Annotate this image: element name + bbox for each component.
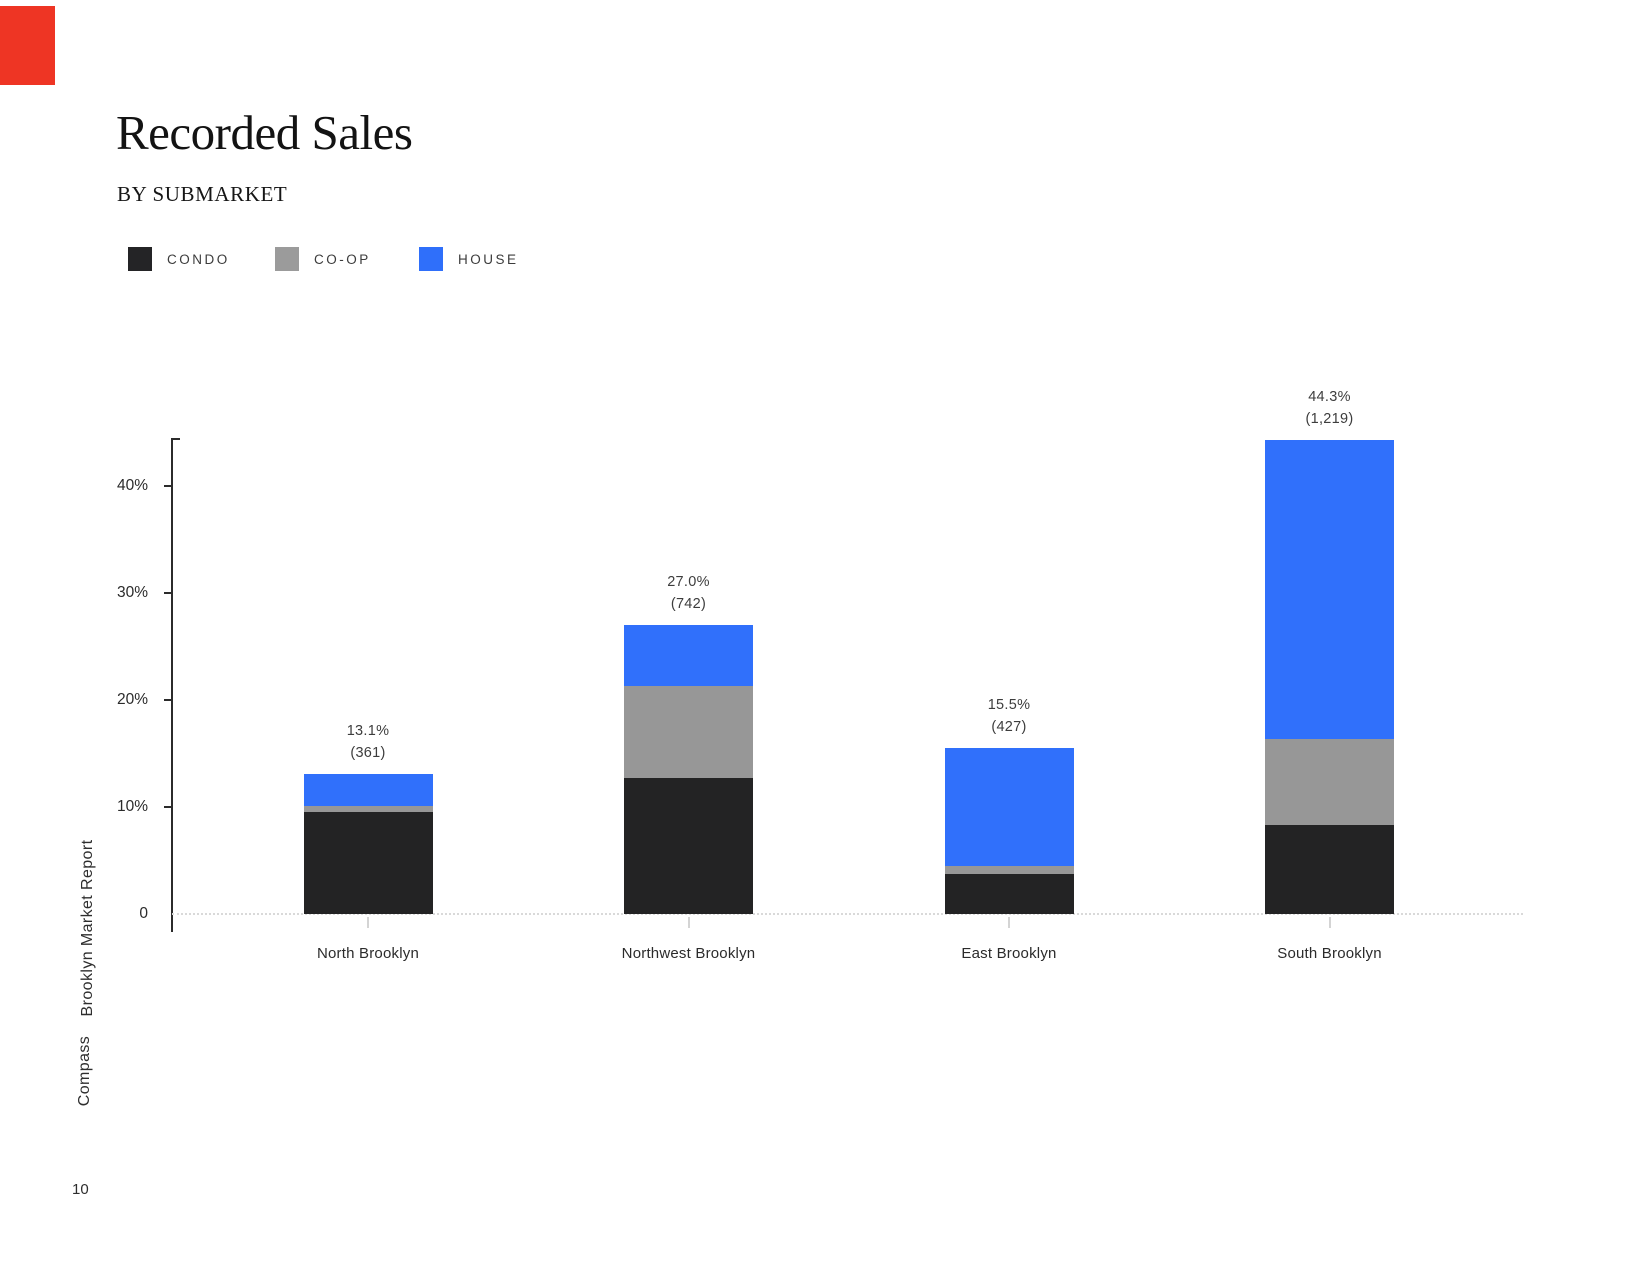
y-axis-tick-label: 0 <box>139 905 148 922</box>
bar-segment-condo-3 <box>944 874 1074 914</box>
bar-segment-coop-2 <box>624 686 753 779</box>
bar-count-label: (1,219) <box>1305 410 1354 427</box>
bar-segment-condo-1 <box>303 812 433 914</box>
y-axis-tick <box>164 592 172 594</box>
bar-segment-house-2 <box>624 625 753 687</box>
y-axis-tick <box>164 485 172 487</box>
bar-segment-condo-4 <box>1265 825 1394 914</box>
page-title: Recorded Sales <box>116 105 413 160</box>
legend-item-house: HOUSE <box>419 247 519 271</box>
legend-label: CO-OP <box>314 251 371 267</box>
bar-segment-house-3 <box>944 748 1074 866</box>
bar-count-label: (742) <box>670 596 707 613</box>
legend-swatch-icon <box>128 247 152 271</box>
category-label-2: Northwest Brooklyn <box>621 945 756 962</box>
category-axis-tick <box>367 917 369 928</box>
legend-swatch-icon <box>275 247 299 271</box>
page-number: 10 <box>72 1181 89 1198</box>
bar-percent-label: 15.5% <box>987 697 1031 714</box>
legend-item-coop: CO-OP <box>275 247 371 271</box>
category-axis-tick <box>687 917 690 928</box>
y-axis-tick <box>164 699 172 701</box>
bar-count-label: (361) <box>350 744 386 761</box>
page-subtitle: BY SUBMARKET <box>117 182 288 206</box>
legend-label: HOUSE <box>458 251 519 267</box>
x-axis-baseline <box>172 913 1523 915</box>
category-label-4: South Brooklyn <box>1277 945 1382 962</box>
bar-segment-house-4 <box>1265 439 1394 739</box>
legend-label: CONDO <box>167 251 230 267</box>
bar-count-label: (427) <box>991 719 1027 736</box>
sidebar-brand: Compass <box>76 1035 93 1107</box>
y-axis-tick-label: 10% <box>116 798 148 815</box>
y-axis-tick-label: 20% <box>116 691 148 708</box>
y-axis-line <box>171 438 173 932</box>
y-axis-tick-label: 30% <box>116 584 148 601</box>
bar-segment-coop-1 <box>303 805 433 813</box>
bar-percent-label: 44.3% <box>1308 388 1351 405</box>
legend-swatch-icon <box>419 247 443 271</box>
category-axis-tick <box>1008 917 1010 928</box>
y-axis-top-cap <box>171 438 180 440</box>
sidebar-report-name: Brooklyn Market Report <box>79 839 96 1017</box>
y-axis-tick <box>164 806 172 808</box>
bar-segment-condo-2 <box>624 778 753 914</box>
category-label-1: North Brooklyn <box>316 945 419 962</box>
brand-accent-bar <box>0 6 55 85</box>
bar-segment-coop-3 <box>944 865 1074 875</box>
bar-segment-coop-4 <box>1265 738 1394 826</box>
category-axis-tick <box>1328 917 1331 928</box>
bar-percent-label: 27.0% <box>667 574 710 591</box>
category-label-3: East Brooklyn <box>961 945 1057 962</box>
y-axis-tick-label: 40% <box>116 477 148 494</box>
bar-percent-label: 13.1% <box>346 722 390 739</box>
bar-segment-house-1 <box>303 773 433 806</box>
legend-item-condo: CONDO <box>128 247 230 271</box>
